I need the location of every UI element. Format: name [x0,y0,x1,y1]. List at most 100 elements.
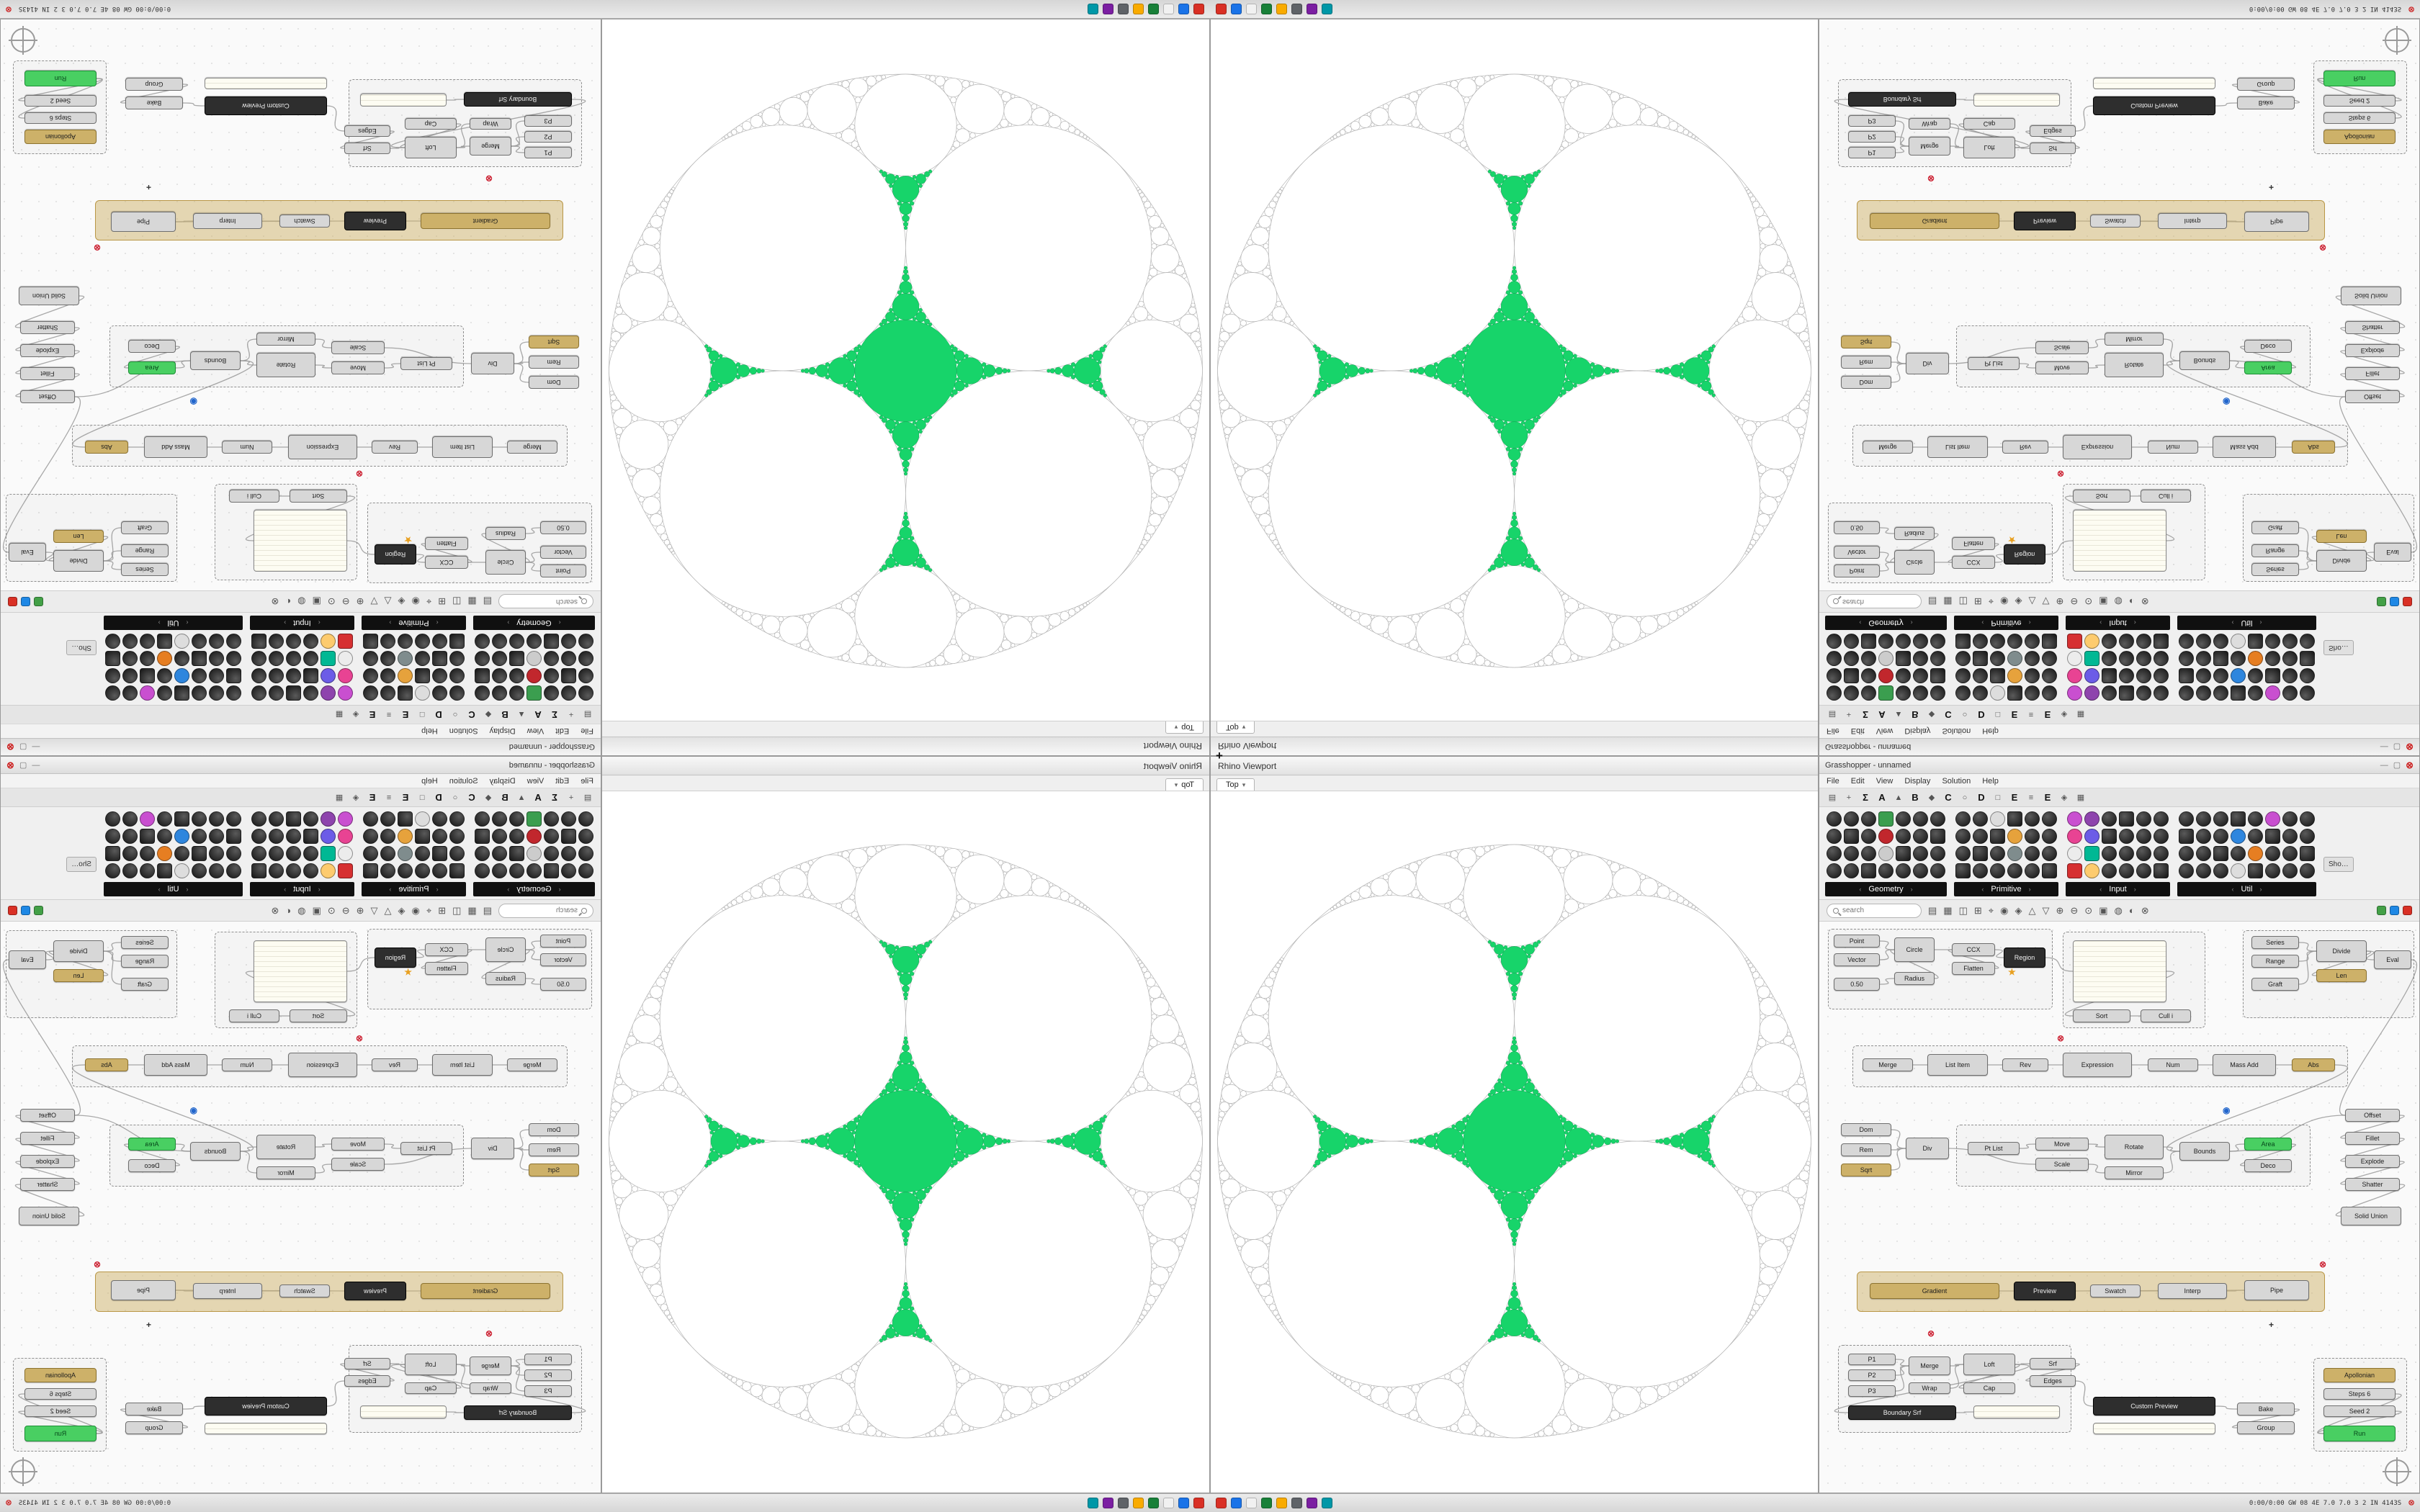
component-icon[interactable] [363,634,378,649]
palette-tab[interactable]: ○ [452,710,458,719]
component-icon[interactable] [2136,634,2151,649]
component-icon[interactable] [449,651,465,666]
component-icon[interactable] [449,634,465,649]
gh-node[interactable]: Pipe [2244,212,2309,232]
gh-node[interactable]: Fillet [2345,367,2400,380]
menu-display[interactable]: Display [1904,726,1931,736]
component-icon[interactable] [122,846,138,861]
component-icon[interactable] [303,651,318,666]
toolbar-icon[interactable]: ▤ [483,596,492,607]
component-icon[interactable] [2196,811,2211,827]
gh-node[interactable]: Move [2035,1138,2089,1151]
component-icon[interactable] [432,863,447,878]
gh-node[interactable]: Cap [1963,118,2015,130]
component-icon[interactable] [2213,634,2228,649]
gh-node[interactable]: Steps 6 [2323,1388,2396,1400]
component-icon[interactable] [226,863,241,878]
toolbar-icon[interactable]: ▽ [370,596,378,607]
component-icon[interactable] [432,685,447,701]
palette-tab[interactable]: ◆ [485,793,492,802]
viewport-canvas[interactable] [602,791,1209,1493]
toolbar-icon[interactable]: ⊕ [356,905,364,916]
palette-tab[interactable]: ▲ [1894,710,1903,719]
component-icon[interactable] [363,668,378,683]
taskbar-icon[interactable] [1307,4,1317,14]
component-icon[interactable] [2007,651,2022,666]
gh-node[interactable]: Num [2148,1058,2198,1071]
component-icon[interactable] [105,634,120,649]
gh-node[interactable]: Divide [2316,550,2367,572]
taskbar-icon[interactable] [1322,4,1332,14]
palette-tab[interactable]: ◆ [1928,793,1935,802]
definition-canvas[interactable]: Point Vector Circle Radius CCX Flatten 0.50 Reg… [1,922,601,1493]
taskbar-icon[interactable] [1276,1498,1287,1508]
component-icon[interactable] [2231,846,2246,861]
viewport-tab-top[interactable]: Top ▾ [1216,721,1255,734]
viewport-titlebar[interactable]: Rhino Viewport [1211,737,1818,755]
component-icon[interactable] [475,829,490,844]
toolbar-color-chip[interactable] [2390,906,2399,915]
palette-tab[interactable]: B [1912,792,1919,803]
gh-node[interactable]: Deco [128,1159,176,1172]
component-icon[interactable] [105,651,120,666]
gh-node[interactable]: Bounds [190,1142,241,1161]
component-icon[interactable] [2102,811,2117,827]
component-icon[interactable] [1844,668,1859,683]
component-icon[interactable] [2213,685,2228,701]
gh-node[interactable]: Bounds [190,351,241,370]
component-icon[interactable] [1990,863,2005,878]
component-icon[interactable] [1930,651,1945,666]
component-icon[interactable] [157,811,172,827]
toolbar-icon[interactable]: ◐ [285,596,292,607]
component-icon[interactable] [122,668,138,683]
viewport-titlebar[interactable]: Rhino Viewport [602,757,1209,775]
component-icon[interactable] [1913,634,1928,649]
chevron-right-icon[interactable]: › [284,619,287,626]
component-icon[interactable] [1844,685,1859,701]
component-icon[interactable] [398,651,413,666]
toolbar-icon[interactable]: ▤ [1928,905,1937,916]
toolbar-icon[interactable]: ◫ [1958,596,1968,607]
menu-edit[interactable]: Edit [1850,726,1865,736]
component-icon[interactable] [2265,634,2280,649]
gh-node[interactable]: Cull i [2141,490,2191,503]
gh-node[interactable]: Gradient [421,213,550,229]
gh-node[interactable]: Merge [470,1356,511,1375]
component-icon[interactable] [1896,863,1911,878]
gh-node[interactable]: Group [125,78,183,91]
component-icon[interactable] [526,829,542,844]
gh-node[interactable]: Pt List [1968,1142,2020,1155]
component-icon[interactable] [251,668,266,683]
palette-tab[interactable]: + [568,793,574,802]
component-icon[interactable] [2196,651,2211,666]
component-icon[interactable] [561,829,576,844]
viewport-titlebar[interactable]: Rhino Viewport [602,737,1209,755]
gh-node[interactable]: Cull i [2141,1009,2191,1022]
component-icon[interactable] [174,863,189,878]
chevron-left-icon[interactable]: ‹ [1859,886,1862,893]
toolbar-icon[interactable]: ◐ [2128,905,2135,916]
show-panels-button[interactable]: Sho… [66,856,97,872]
chevron-right-icon[interactable]: › [389,886,392,893]
gh-node[interactable]: Div [1906,353,1949,374]
chevron-right-icon[interactable]: › [158,619,161,626]
component-icon[interactable] [2136,811,2151,827]
gh-node[interactable]: Circle [1894,937,1935,962]
canvas-compass[interactable] [11,1459,35,1484]
gh-node[interactable]: Deco [128,340,176,353]
maximize-icon[interactable]: ▢ [19,742,27,751]
chevron-right-icon[interactable]: › [507,886,510,893]
component-icon[interactable] [2154,685,2169,701]
component-icon[interactable] [2282,651,2298,666]
search-box[interactable] [1827,903,1922,918]
component-icon[interactable] [122,651,138,666]
menu-display[interactable]: Display [489,776,516,786]
component-icon[interactable] [2119,846,2134,861]
component-icon[interactable] [2067,846,2082,861]
component-icon[interactable] [251,846,266,861]
component-icon[interactable] [2282,634,2298,649]
taskbar-icon[interactable] [1103,1498,1113,1508]
component-icon[interactable] [1861,846,1876,861]
component-icon[interactable] [1827,863,1842,878]
toolbar-icon[interactable]: △ [384,905,392,916]
